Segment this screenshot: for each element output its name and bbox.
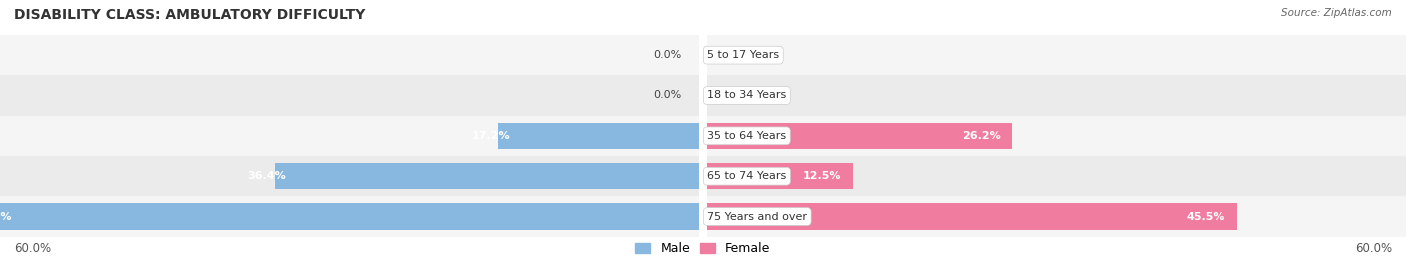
Bar	[0, 156, 699, 196]
Bar	[707, 116, 1406, 156]
Bar	[707, 75, 1406, 116]
Text: 0.0%: 0.0%	[652, 50, 682, 60]
Bar	[707, 203, 1237, 230]
Text: 36.4%: 36.4%	[247, 171, 287, 181]
Bar	[0, 75, 699, 116]
Text: 26.2%: 26.2%	[962, 131, 1001, 141]
Text: 0.0%: 0.0%	[724, 50, 754, 60]
Bar	[707, 156, 1406, 196]
Bar	[0, 116, 699, 156]
Bar	[707, 196, 1406, 237]
Text: 17.2%: 17.2%	[471, 131, 510, 141]
Text: 0.0%: 0.0%	[724, 90, 754, 101]
Bar	[0, 35, 699, 75]
Text: Source: ZipAtlas.com: Source: ZipAtlas.com	[1281, 8, 1392, 18]
Text: 60.0%: 60.0%	[0, 211, 11, 222]
Text: 60.0%: 60.0%	[1355, 242, 1392, 255]
Bar	[707, 163, 853, 189]
Bar	[0, 203, 699, 230]
Text: 65 to 74 Years: 65 to 74 Years	[707, 171, 786, 181]
Bar	[0, 196, 699, 237]
Bar	[707, 123, 1012, 149]
Text: DISABILITY CLASS: AMBULATORY DIFFICULTY: DISABILITY CLASS: AMBULATORY DIFFICULTY	[14, 8, 366, 22]
Bar	[274, 163, 699, 189]
Text: 0.0%: 0.0%	[652, 90, 682, 101]
Text: 5 to 17 Years: 5 to 17 Years	[707, 50, 779, 60]
Legend: Male, Female: Male, Female	[630, 237, 776, 260]
Text: 75 Years and over: 75 Years and over	[707, 211, 807, 222]
Bar	[707, 35, 1406, 75]
Text: 45.5%: 45.5%	[1187, 211, 1226, 222]
Bar	[499, 123, 699, 149]
Text: 35 to 64 Years: 35 to 64 Years	[707, 131, 786, 141]
Text: 12.5%: 12.5%	[803, 171, 841, 181]
Text: 18 to 34 Years: 18 to 34 Years	[707, 90, 786, 101]
Text: 60.0%: 60.0%	[14, 242, 51, 255]
